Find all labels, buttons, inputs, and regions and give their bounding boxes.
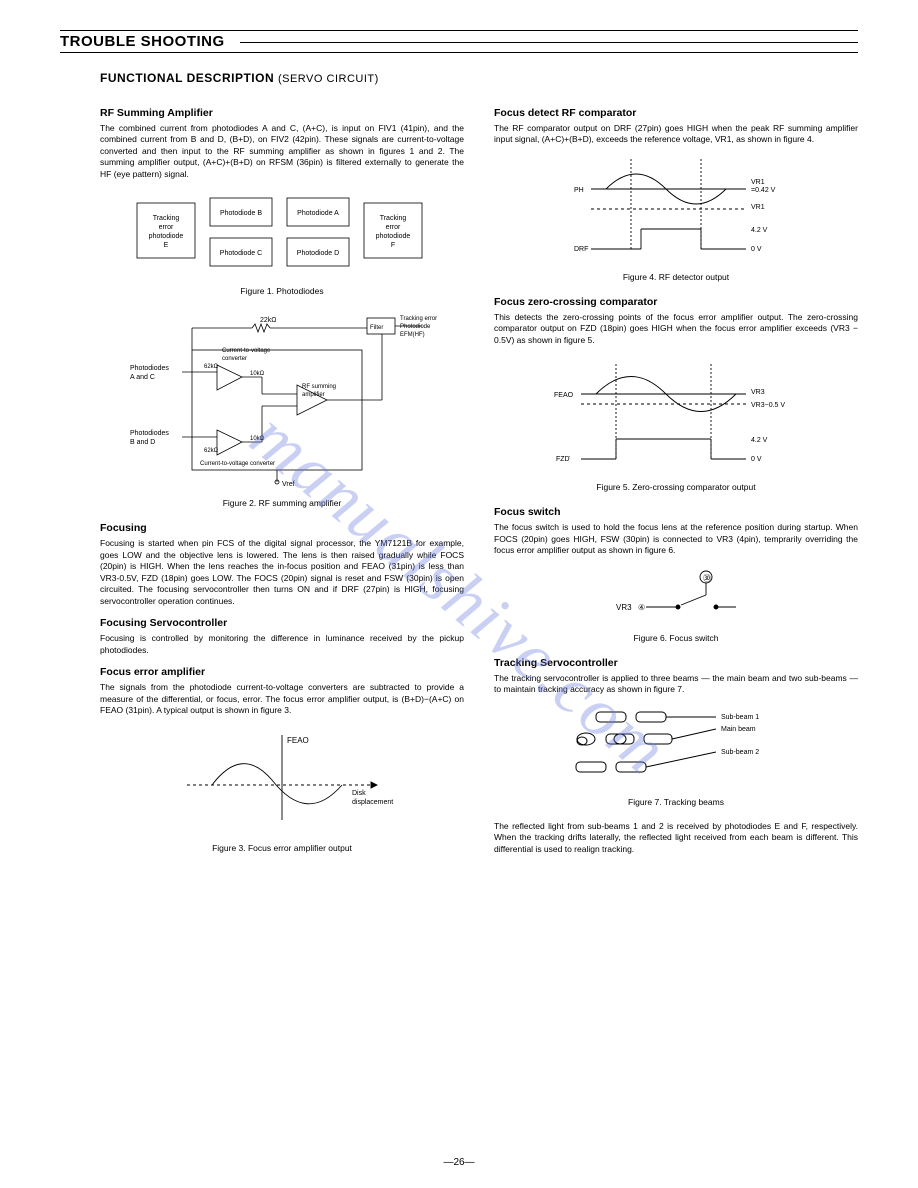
heading-focus-zero: Focus zero-crossing comparator: [494, 296, 858, 308]
svg-text:Filter: Filter: [370, 325, 383, 331]
svg-text:VR1: VR1: [751, 179, 765, 186]
svg-text:Photodiode D: Photodiode D: [297, 250, 339, 257]
section-title: FUNCTIONAL DESCRIPTION (SERVO CIRCUIT): [100, 71, 858, 85]
section-title-main: FUNCTIONAL DESCRIPTION: [100, 71, 274, 85]
figure-1-caption: Figure 1. Photodiodes: [100, 286, 464, 296]
page-title-text: TROUBLE SHOOTING: [60, 33, 225, 50]
svg-text:④: ④: [638, 603, 645, 612]
svg-text:FEAO: FEAO: [554, 392, 574, 399]
two-column-layout: RF Summing Amplifier The combined curren…: [100, 97, 858, 867]
svg-text:converter: converter: [222, 356, 247, 362]
svg-text:Photodiode B: Photodiode B: [220, 210, 262, 217]
svg-text:㉚: ㉚: [703, 574, 711, 583]
svg-text:B and D: B and D: [130, 439, 155, 446]
svg-text:0 V: 0 V: [751, 456, 762, 463]
svg-text:Main beam: Main beam: [721, 726, 756, 733]
svg-text:E: E: [164, 242, 169, 249]
figure-3-feao-output: FEAO Disk displacement: [157, 725, 407, 835]
figure-2-rf-summing-amp: 22kΩ 62kΩ 10kΩ 10kΩ 62kΩ Photodiodes A a…: [122, 310, 442, 490]
svg-text:VR3−0.5 V: VR3−0.5 V: [751, 402, 785, 409]
page-number: —26—: [443, 1157, 474, 1168]
figure-6-caption: Figure 6. Focus switch: [494, 633, 858, 643]
svg-text:Sub-beam 2: Sub-beam 2: [721, 749, 759, 756]
svg-text:RF summing: RF summing: [302, 384, 336, 390]
svg-text:error: error: [386, 224, 401, 231]
figure-2-caption: Figure 2. RF summing amplifier: [100, 498, 464, 508]
figure-4-caption: Figure 4. RF detector output: [494, 272, 858, 282]
para-tracking-servo: The tracking servocontroller is applied …: [494, 673, 858, 696]
svg-text:Photodiodes: Photodiodes: [130, 365, 169, 372]
svg-text:VR1: VR1: [751, 204, 765, 211]
svg-text:10kΩ: 10kΩ: [250, 371, 265, 377]
svg-text:EFM(HF): EFM(HF): [400, 332, 425, 338]
svg-text:A and C: A and C: [130, 374, 155, 381]
svg-text:=0.42 V: =0.42 V: [751, 187, 776, 194]
svg-text:photodiode: photodiode: [149, 233, 184, 240]
heading-rf-summing: RF Summing Amplifier: [100, 107, 464, 119]
figure-5-caption: Figure 5. Zero-crossing comparator outpu…: [494, 482, 858, 492]
para-focus-switch: The focus switch is used to hold the foc…: [494, 522, 858, 556]
figure-4-rf-detector: PH DRF VR1 =0.42 V VR1 4.2 V 0 V: [546, 154, 806, 264]
heading-tracking-servo: Tracking Servocontroller: [494, 657, 858, 669]
heading-focus-error-amp: Focus error amplifier: [100, 666, 464, 678]
svg-text:Tracking error: Tracking error: [400, 316, 437, 322]
svg-text:Photodiode: Photodiode: [400, 324, 431, 330]
para-focus-zero: This detects the zero-crossing points of…: [494, 312, 858, 346]
svg-text:Vref: Vref: [282, 481, 295, 488]
figure-7-tracking-beams: Sub-beam 1 Main beam Sub-beam 2: [536, 704, 816, 789]
para-focus-detect: The RF comparator output on DRF (27pin) …: [494, 123, 858, 146]
svg-text:Photodiodes: Photodiodes: [130, 430, 169, 437]
figure-6-focus-switch: ㉚ VR3 ④: [596, 565, 756, 625]
para-rf-summing: The combined current from photodiodes A …: [100, 123, 464, 180]
heading-focusing-servo: Focusing Servocontroller: [100, 617, 464, 629]
svg-text:VR3: VR3: [751, 389, 765, 396]
para-focusing-servo: Focusing is controlled by monitoring the…: [100, 633, 464, 656]
svg-text:F: F: [391, 242, 395, 249]
figure-3-caption: Figure 3. Focus error amplifier output: [100, 843, 464, 853]
svg-text:photodiode: photodiode: [376, 233, 411, 240]
svg-text:amplifier: amplifier: [302, 392, 325, 398]
svg-text:DRF: DRF: [574, 246, 588, 253]
svg-text:0 V: 0 V: [751, 246, 762, 253]
svg-text:Current-to-voltage converter: Current-to-voltage converter: [200, 461, 275, 467]
right-column: Focus detect RF comparator The RF compar…: [494, 97, 858, 867]
para-focus-error-amp: The signals from the photodiode current-…: [100, 682, 464, 716]
svg-text:62kΩ: 62kΩ: [204, 364, 219, 370]
svg-text:VR3: VR3: [616, 603, 632, 612]
svg-text:4.2 V: 4.2 V: [751, 437, 768, 444]
figure-1-photodiodes: Tracking error photodiode E Photodiode B…: [132, 188, 432, 278]
heading-focusing: Focusing: [100, 522, 464, 534]
svg-text:10kΩ: 10kΩ: [250, 436, 265, 442]
para-tracking-reflected: The reflected light from sub-beams 1 and…: [494, 821, 858, 855]
svg-text:Sub-beam 1: Sub-beam 1: [721, 714, 759, 721]
svg-text:error: error: [159, 224, 174, 231]
para-focusing: Focusing is started when pin FCS of the …: [100, 538, 464, 607]
svg-text:PH: PH: [574, 187, 584, 194]
svg-text:FEAO: FEAO: [287, 736, 309, 745]
svg-text:Photodiode A: Photodiode A: [297, 210, 339, 217]
heading-focus-detect: Focus detect RF comparator: [494, 107, 858, 119]
svg-text:Photodiode C: Photodiode C: [220, 250, 262, 257]
figure-7-caption: Figure 7. Tracking beams: [494, 797, 858, 807]
svg-text:FZD: FZD: [556, 456, 570, 463]
svg-text:62kΩ: 62kΩ: [204, 448, 219, 454]
left-column: RF Summing Amplifier The combined curren…: [100, 97, 464, 867]
svg-text:4.2 V: 4.2 V: [751, 227, 768, 234]
figure-5-zero-crossing: FEAO FZD VR3 VR3−0.5 V 4.2 V 0 V: [536, 354, 816, 474]
svg-text:Tracking: Tracking: [153, 215, 180, 222]
svg-text:Disk: Disk: [352, 790, 366, 797]
svg-text:Current-to-voltage: Current-to-voltage: [222, 348, 271, 354]
page-title: TROUBLE SHOOTING: [60, 30, 858, 53]
section-title-sub: (SERVO CIRCUIT): [278, 73, 379, 85]
svg-text:displacement: displacement: [352, 799, 393, 806]
heading-focus-switch: Focus switch: [494, 506, 858, 518]
svg-text:22kΩ: 22kΩ: [260, 317, 277, 324]
svg-text:Tracking: Tracking: [380, 215, 407, 222]
